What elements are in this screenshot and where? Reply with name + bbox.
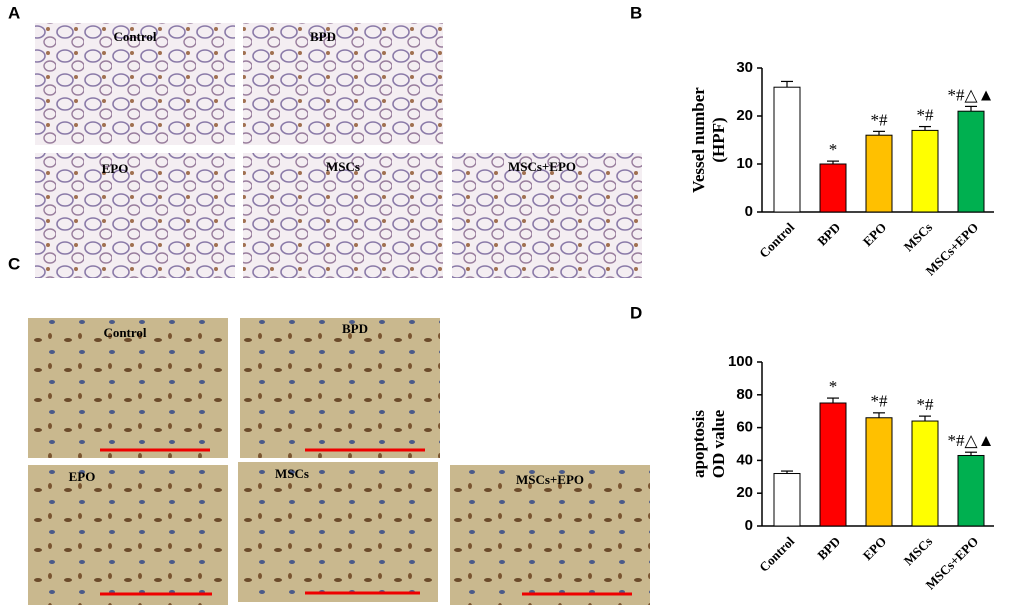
image-label: BPD (310, 29, 336, 44)
y-tick-label: 60 (736, 419, 753, 436)
image-label: MSCs (275, 466, 309, 481)
x-tick-label: Control (756, 533, 797, 574)
micrograph (28, 318, 228, 458)
micrograph (452, 153, 642, 278)
x-tick-label: BPD (814, 534, 843, 563)
micrograph (243, 153, 443, 278)
bar (865, 417, 893, 527)
micrograph (35, 153, 235, 278)
y-tick-label: 0 (745, 517, 753, 534)
x-tick-label: EPO (860, 534, 890, 564)
bar (911, 129, 939, 213)
y-axis-label: (HPF) (709, 117, 728, 162)
top-micrographs: Control BPD EPO MSCs MSCs+EPO (35, 23, 642, 278)
x-tick-label: MSCs (901, 534, 936, 569)
x-tick-label: MSCs (901, 220, 936, 255)
micrograph (243, 23, 443, 145)
x-tick-label: EPO (860, 220, 890, 250)
bottom-micrographs: Control BPD EPO MSCs MSCs+EPO (28, 318, 650, 605)
image-label: MSCs (326, 159, 360, 174)
panel-label: D (630, 303, 642, 322)
bar (819, 163, 847, 213)
bar (957, 110, 985, 213)
y-axis-label: Vessel number (689, 87, 708, 193)
y-axis-label: apoptosis (689, 410, 708, 478)
significance-label: *# (871, 392, 889, 411)
significance-label: * (829, 377, 838, 396)
image-label: MSCs+EPO (516, 472, 584, 487)
micrograph (35, 23, 235, 145)
panel-label: A (8, 3, 20, 22)
y-tick-label: 40 (736, 451, 753, 468)
bar (865, 134, 893, 213)
y-tick-label: 10 (736, 155, 753, 172)
bar (773, 473, 801, 527)
micrograph (238, 462, 438, 602)
y-tick-label: 20 (736, 484, 753, 501)
y-tick-label: 100 (728, 353, 753, 370)
significance-label: * (829, 140, 838, 159)
bar (957, 454, 985, 527)
y-axis-label: OD value (709, 409, 728, 478)
y-tick-label: 30 (736, 59, 753, 76)
significance-label: *# (917, 395, 935, 414)
panel-label: C (8, 254, 20, 273)
significance-label: *# (871, 110, 889, 129)
bar (819, 402, 847, 527)
image-label: Control (103, 325, 146, 340)
x-tick-label: BPD (814, 220, 843, 249)
bar (773, 86, 801, 213)
micrograph (240, 318, 440, 458)
micrograph (450, 465, 650, 605)
panel-label: B (630, 3, 642, 22)
y-tick-label: 20 (736, 107, 753, 124)
image-label: EPO (69, 469, 96, 484)
significance-label: *#△▲ (948, 431, 995, 450)
image-label: MSCs+EPO (508, 159, 576, 174)
y-tick-label: 80 (736, 386, 753, 403)
x-tick-label: Control (756, 219, 797, 260)
image-label: Control (113, 29, 156, 44)
image-label: EPO (102, 161, 129, 176)
y-tick-label: 0 (745, 203, 753, 220)
image-label: BPD (342, 321, 368, 336)
significance-label: *#△▲ (948, 85, 995, 104)
significance-label: *# (917, 105, 935, 124)
micrograph (28, 465, 228, 605)
bar (911, 420, 939, 527)
